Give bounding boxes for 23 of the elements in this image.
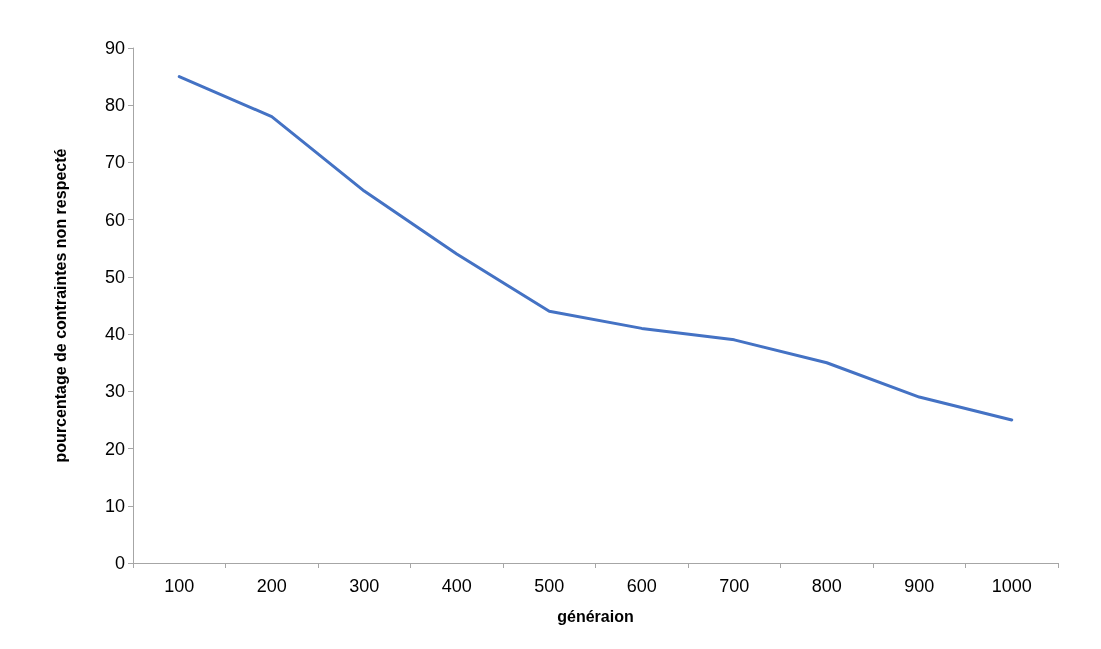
y-tick-label: 80 [104, 95, 125, 116]
x-tick-label: 400 [441, 576, 472, 596]
y-tick-label: 60 [104, 209, 125, 230]
x-tick-label: 100 [164, 576, 195, 596]
x-tick-label: 300 [349, 576, 380, 596]
y-tick-label: 20 [104, 438, 125, 459]
x-tick-label: 600 [626, 576, 657, 596]
y-tick-label: 0 [114, 553, 125, 573]
x-tick-label: 500 [534, 576, 565, 596]
x-axis-title: généraion [557, 607, 634, 625]
x-tick-label: 1000 [991, 576, 1032, 596]
line-series [177, 75, 1014, 422]
x-tick-label: 700 [719, 576, 750, 596]
x-tick-label: 800 [811, 576, 842, 596]
x-tick-label: 900 [904, 576, 935, 596]
y-tick-label: 40 [104, 324, 125, 345]
x-tick-label: 200 [256, 576, 287, 596]
y-tick-label: 50 [104, 266, 125, 287]
y-tick-label: 10 [104, 495, 125, 516]
y-tick-label: 90 [104, 38, 125, 58]
y-tick-label: 70 [104, 152, 125, 173]
y-tick-label: 30 [104, 381, 125, 402]
y-axis-title: pourcentage de contraintes non respecté [51, 148, 69, 463]
